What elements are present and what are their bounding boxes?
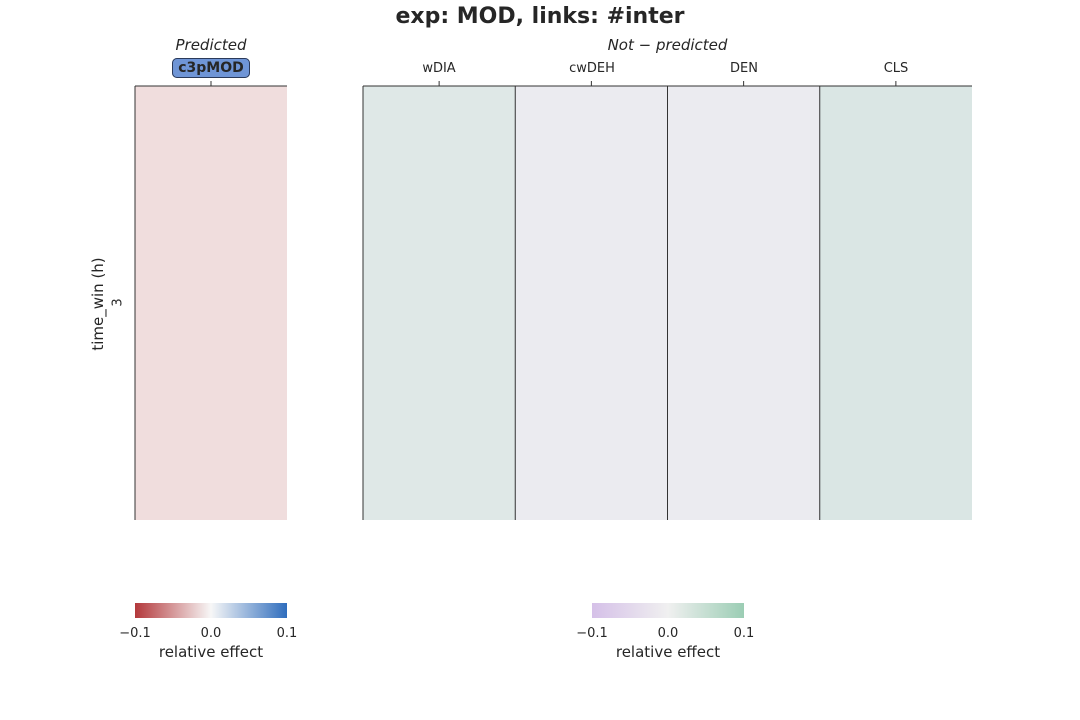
not-predicted-panel-title: Not − predicted xyxy=(607,36,728,54)
figure-title: exp: MOD, links: #inter xyxy=(395,4,685,29)
cb0-label: relative effect xyxy=(158,643,264,661)
predicted-panel-title: Predicted xyxy=(175,36,247,54)
xtick-label-cwdeh: cwDEH xyxy=(569,61,615,76)
not-predicted-cell-cwdeh xyxy=(515,86,668,520)
cb0-tick-min: −0.1 xyxy=(119,626,151,641)
not-predicted-colorbar xyxy=(592,603,744,618)
not-predicted-cell-wdia xyxy=(363,86,516,520)
not-predicted-cell-den xyxy=(667,86,820,520)
cb0-tick-mid: 0.0 xyxy=(200,626,222,641)
cb1-tick-mid: 0.0 xyxy=(657,626,679,641)
predicted-xtick-wrapper: c3pMOD xyxy=(135,57,287,78)
not-predicted-cell-cls xyxy=(819,86,972,520)
xtick-label-wdia: wDIA xyxy=(422,61,456,76)
predicted-colorbar xyxy=(135,603,287,618)
xtick-label-den: DEN xyxy=(730,61,758,76)
cb1-tick-min: −0.1 xyxy=(576,626,608,641)
xtick-label-cls: CLS xyxy=(883,61,909,76)
cb1-tick-max: 0.1 xyxy=(733,626,755,641)
cb1-label: relative effect xyxy=(615,643,721,661)
predicted-xtick-label: c3pMOD xyxy=(172,58,250,78)
cb0-tick-max: 0.1 xyxy=(276,626,298,641)
predicted-cell-c3pmod xyxy=(135,86,287,520)
